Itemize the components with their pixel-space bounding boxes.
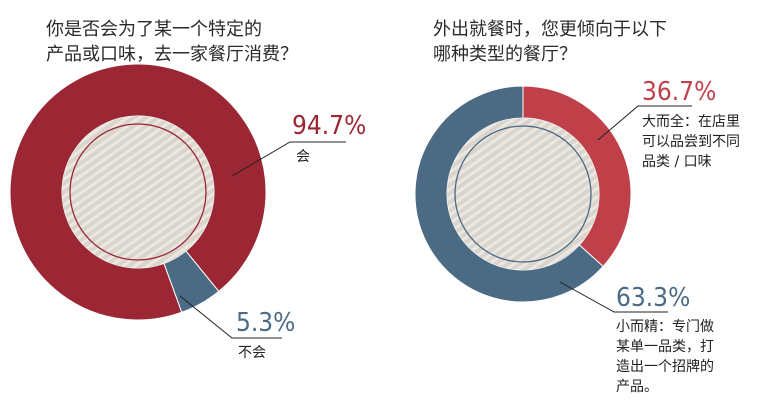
donut-chart-right: 36.7% 大而全：在店里可以品尝到不同品类 / 口味 63.3% 小而精：专门… — [414, 77, 740, 395]
slice-hui — [9, 63, 267, 321]
slice-label-buhui: 不会 — [238, 345, 266, 361]
donut-chart-left: 94.7% 会 5.3% 不会 — [9, 63, 366, 361]
chart-title-left: 你是否会为了某一个特定的 产品或口味，去一家餐厅消费？ — [46, 19, 298, 65]
chart-panel-right: 外出就餐时，您更倾向于以下 哪种类型的餐厅？ 36.7% 大而全：在店里可以品尝… — [388, 0, 777, 401]
slice-label-hui: 会 — [296, 149, 310, 165]
label-line: 可以品尝到不同 — [642, 134, 740, 150]
label-line: 产品。 — [616, 379, 658, 395]
inner-ring-left — [69, 123, 207, 261]
pct-label-daerquan: 36.7% — [642, 77, 716, 107]
leader-line-buhui — [179, 295, 282, 339]
pct-label-hui: 94.7% — [292, 111, 366, 141]
chart-title-right: 外出就餐时，您更倾向于以下 哪种类型的餐厅？ — [433, 19, 667, 65]
donut-hole-left — [62, 116, 214, 268]
label-line: 某单一品类，打 — [616, 338, 714, 355]
label-line: 小而精：专门做 — [616, 319, 714, 335]
chart-panel-left: 你是否会为了某一个特定的 产品或口味，去一家餐厅消费？ 94.7% 会 5.3%… — [0, 0, 388, 401]
inner-ring-right — [454, 125, 592, 263]
leader-line-daerquan — [597, 105, 692, 141]
slice-label-daerquan: 大而全：在店里可以品尝到不同品类 / 口味 — [642, 113, 740, 170]
label-line: 造出一个招牌的 — [616, 358, 714, 375]
donut-hole-right — [447, 118, 599, 270]
pct-label-xiaoerjing: 63.3% — [616, 283, 690, 313]
label-line: 品类 / 口味 — [642, 154, 712, 170]
slice-label-xiaoerjing: 小而精：专门做某单一品类，打造出一个招牌的产品。 — [616, 319, 714, 395]
label-line: 大而全：在店里 — [642, 113, 740, 130]
pct-label-buhui: 5.3% — [236, 308, 295, 338]
leader-line-xiaoerjing — [559, 281, 668, 313]
leader-line-hui — [231, 141, 346, 177]
